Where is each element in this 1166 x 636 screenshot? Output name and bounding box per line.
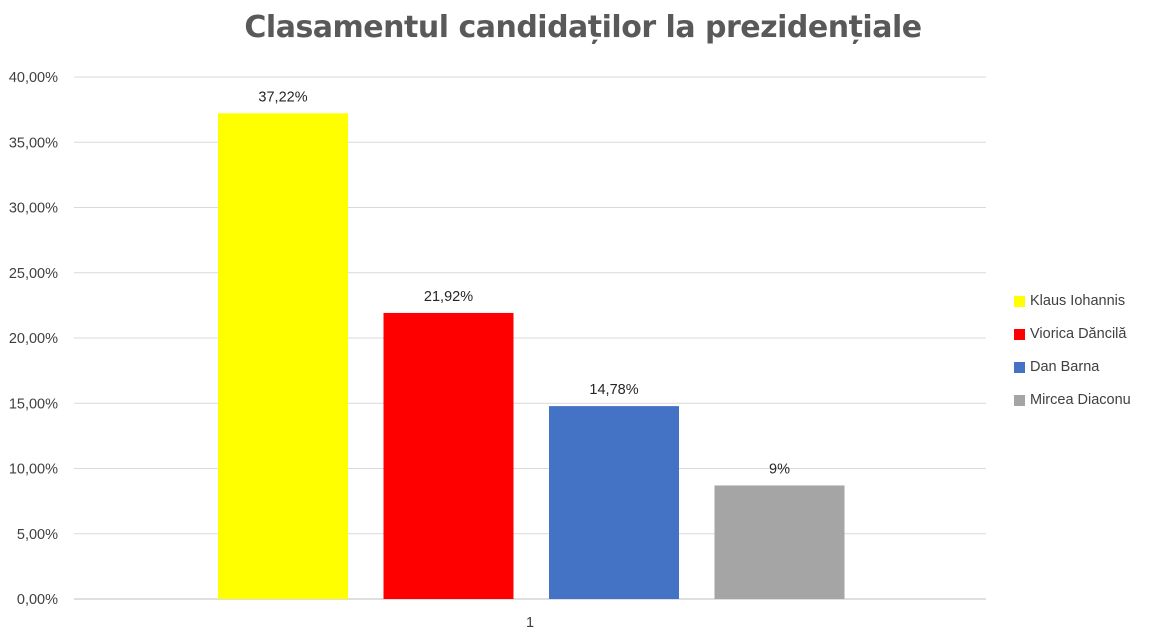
x-tick-label: 1 [526,615,534,631]
y-tick-label: 35,00% [9,135,58,151]
legend-swatch [1014,328,1025,340]
legend-swatch [1014,394,1025,406]
legend-label: Viorica Dăncilă [1030,326,1127,342]
data-label: 21,92% [424,289,473,305]
legend-label: Klaus Iohannis [1030,293,1126,309]
legend-swatch [1014,361,1025,373]
y-tick-label: 25,00% [9,266,58,282]
legend-label: Dan Barna [1030,359,1100,375]
legend-swatch [1014,295,1025,307]
data-label: 14,78% [589,382,638,398]
bar [714,485,845,599]
y-tick-label: 40,00% [9,70,58,86]
bar [549,406,679,599]
y-tick-label: 20,00% [9,331,58,347]
legend-item: Mircea Diaconu [1014,389,1131,411]
data-label: 37,22% [258,89,307,105]
chart-title: Clasamentul candidaților la prezidențial… [244,10,922,45]
y-tick-label: 10,00% [9,462,58,478]
bar [383,312,514,599]
y-tick-label: 0,00% [17,592,58,608]
legend-item: Viorica Dăncilă [1014,323,1131,345]
y-tick-label: 5,00% [17,527,58,543]
y-tick-label: 15,00% [9,396,58,412]
data-label: 9% [769,461,790,477]
legend-item: Dan Barna [1014,356,1131,378]
bar [218,113,348,600]
y-tick-label: 30,00% [9,201,58,217]
chart-legend: Klaus Iohannis Viorica Dăncilă Dan Barna Mi… [1014,290,1131,422]
legend-item: Klaus Iohannis [1014,290,1131,312]
legend-label: Mircea Diaconu [1030,392,1131,408]
